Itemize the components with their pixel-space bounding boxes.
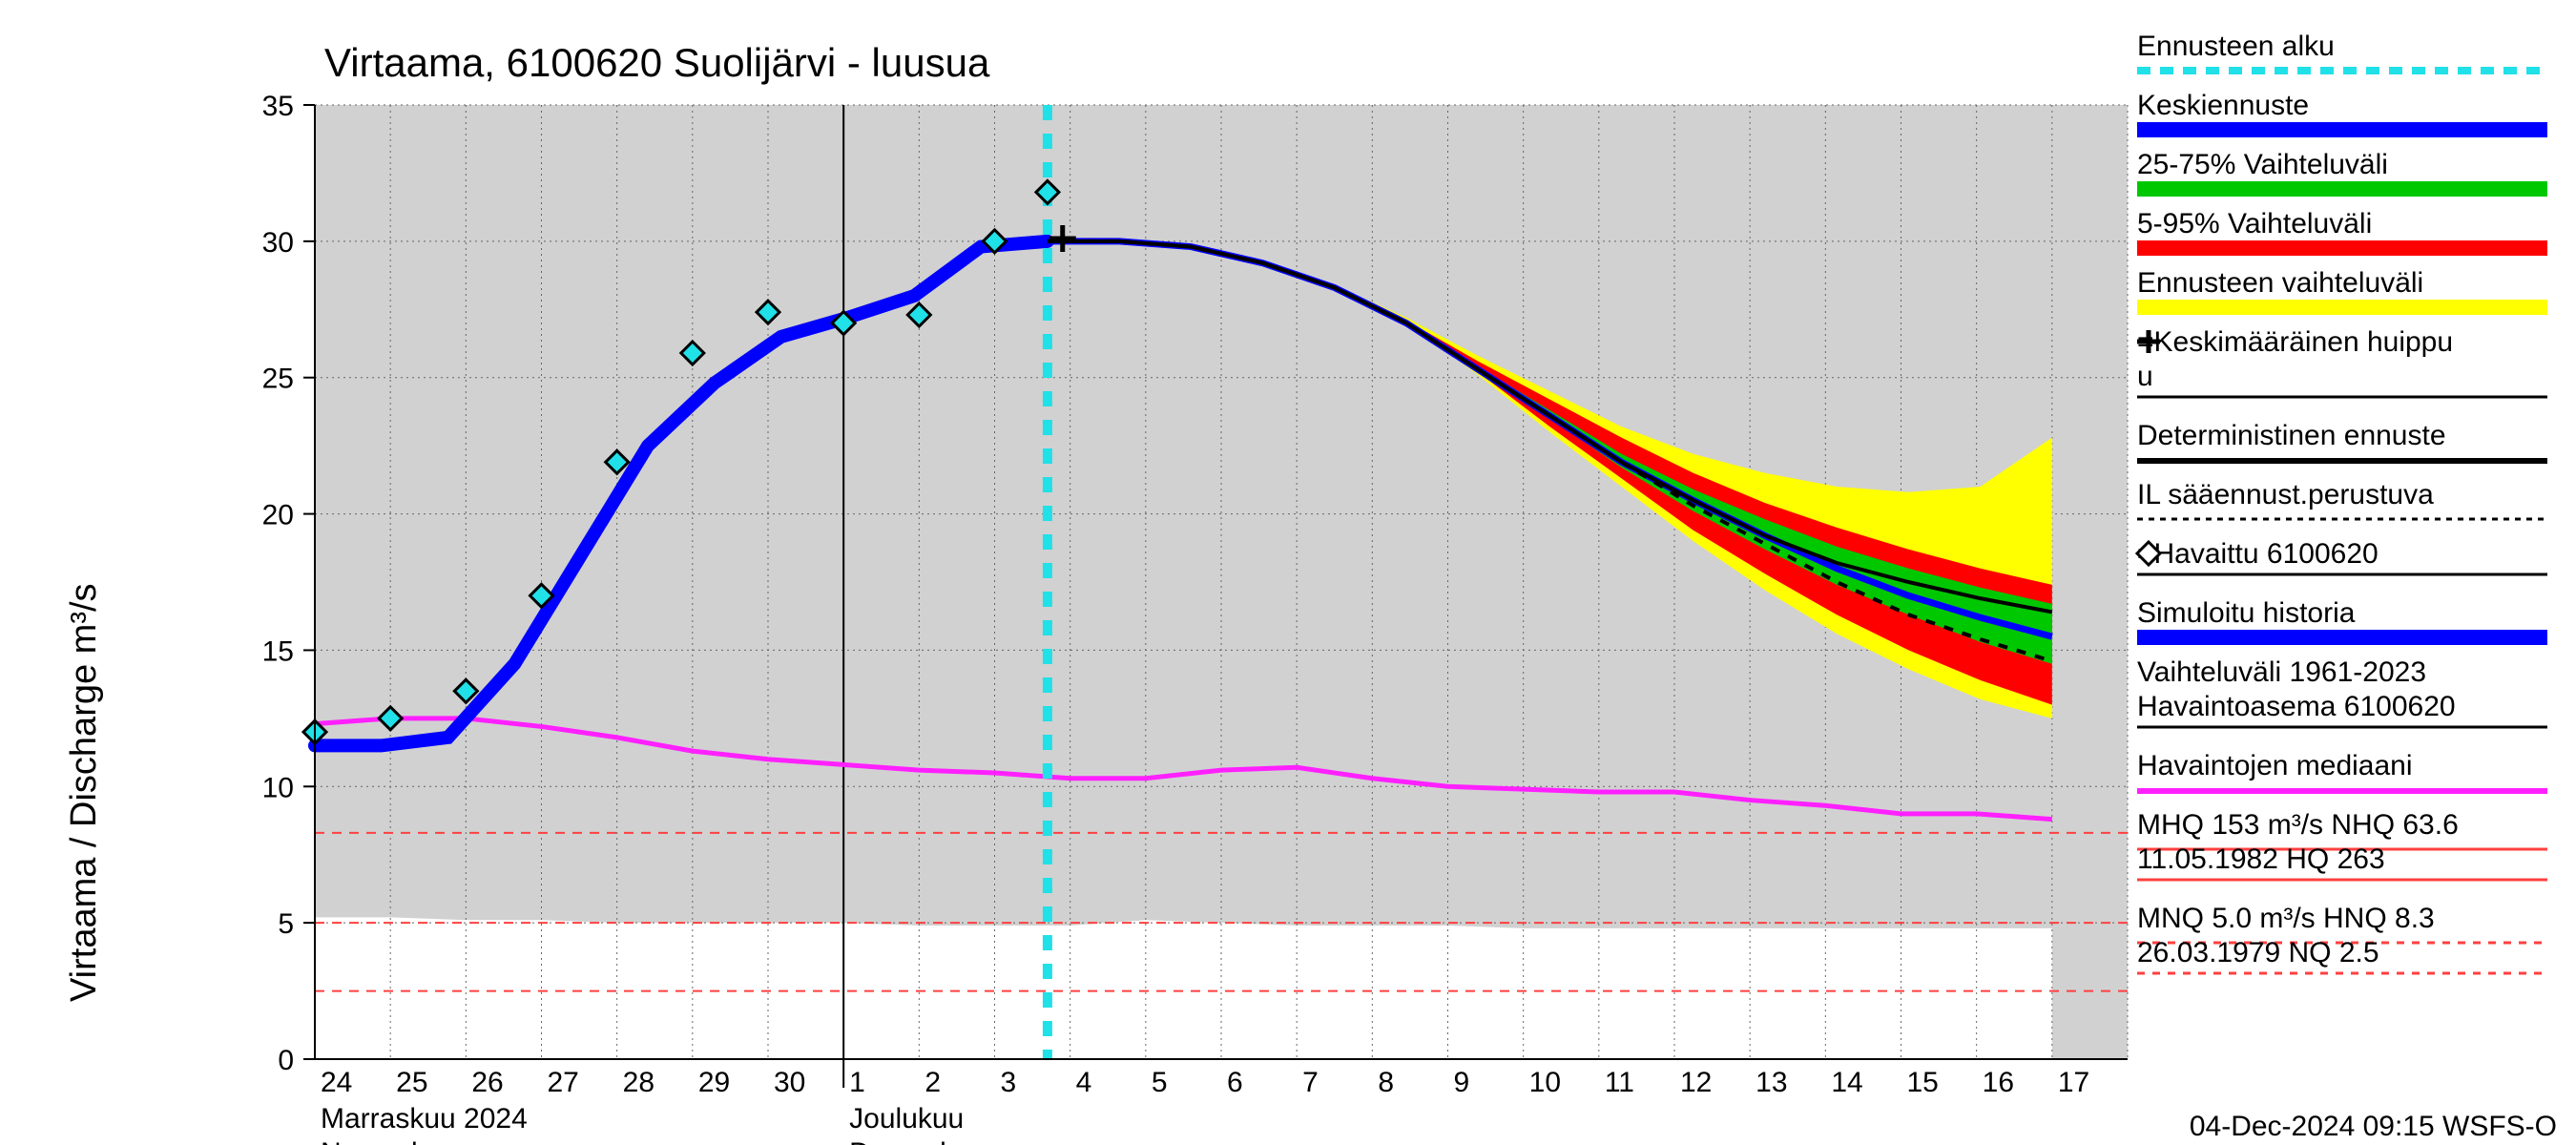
legend-swatch-deterministic [2137,458,2547,464]
legend-label-sim_history: Simuloitu historia [2137,597,2356,629]
legend-swatch-central [2137,122,2547,137]
y-tick-label: 15 [262,635,294,667]
footer-timestamp: 04-Dec-2024 09:15 WSFS-O [2190,1111,2557,1142]
x-tick-label: 2 [924,1067,941,1098]
legend-swatch-sim_history [2137,630,2547,645]
y-tick-label: 30 [262,227,294,259]
x-tick-label: 28 [623,1067,654,1098]
legend-swatch-band50 [2137,181,2547,197]
x-tick-label: 11 [1605,1067,1634,1098]
legend-label-peak: =Keskimääräinen huippu [2137,326,2453,358]
month-label: Joulukuu [849,1103,964,1135]
x-tick-label: 6 [1227,1067,1243,1098]
legend-label-il_forecast: IL sääennust.perustuva [2137,479,2434,510]
legend-label-band90: 5-95% Vaihteluväli [2137,208,2372,239]
y-tick-label: 5 [278,908,294,940]
x-tick-label: 27 [548,1067,579,1098]
month-label: November [321,1137,452,1145]
discharge-forecast-chart: 0510152025303524252627282930123456789101… [0,0,2576,1145]
x-tick-label: 1 [849,1067,865,1098]
legend-label-band50: 25-75% Vaihteluväli [2137,149,2388,180]
x-tick-label: 14 [1831,1067,1862,1098]
legend-label-mhq: MHQ 153 m³/s NHQ 63.6 [2137,809,2459,841]
x-tick-label: 5 [1152,1067,1168,1098]
y-tick-label: 0 [278,1045,294,1076]
legend-sub-mhq: 11.05.1982 HQ 263 [2137,843,2385,875]
x-tick-label: 17 [2058,1067,2089,1098]
x-tick-label: 29 [698,1067,730,1098]
x-tick-label: 26 [471,1067,503,1098]
legend-label-mnq: MNQ 5.0 m³/s HNQ 8.3 [2137,903,2435,934]
y-tick-label: 25 [262,364,294,395]
x-tick-label: 12 [1680,1067,1712,1098]
x-tick-label: 25 [396,1067,427,1098]
historical-range-fill [315,917,2052,1059]
y-tick-label: 35 [262,91,294,122]
legend-swatch-median [2137,788,2547,794]
x-tick-label: 16 [1983,1067,2014,1098]
legend-sub-mnq: 26.03.1979 NQ 2.5 [2137,937,2379,968]
y-tick-label: 20 [262,500,294,531]
legend-label-forecast_start: Ennusteen alku [2137,31,2335,62]
x-tick-label: 24 [321,1067,352,1098]
legend-label-hist_range: Vaihteluväli 1961-2023 [2137,656,2426,688]
x-tick-label: 3 [1001,1067,1017,1098]
legend-swatch-band90 [2137,240,2547,256]
month-label: December [849,1137,981,1145]
x-tick-label: 8 [1378,1067,1394,1098]
x-tick-label: 15 [1907,1067,1939,1098]
x-tick-label: 10 [1529,1067,1561,1098]
legend-label-deterministic: Deterministinen ennuste [2137,420,2446,451]
y-axis-label: Virtaama / Discharge m³/s [64,583,104,1002]
x-tick-label: 4 [1076,1067,1092,1098]
legend-label-band_full: Ennusteen vaihteluväli [2137,267,2423,299]
legend-label-median: Havaintojen mediaani [2137,750,2413,781]
legend-sub-hist_range: Havaintoasema 6100620 [2137,691,2456,722]
legend-label-observed: =Havaittu 6100620 [2137,538,2379,570]
month-label: Marraskuu 2024 [321,1103,528,1135]
y-tick-label: 10 [262,772,294,803]
x-tick-label: 13 [1755,1067,1787,1098]
chart-title: Virtaama, 6100620 Suolijärvi - luusua [324,40,990,85]
legend-label-central: Keskiennuste [2137,90,2309,121]
x-tick-label: 7 [1302,1067,1319,1098]
legend-wrap-peak: u [2137,361,2153,392]
x-tick-label: 9 [1454,1067,1470,1098]
x-tick-label: 30 [774,1067,805,1098]
legend-swatch-band_full [2137,300,2547,315]
